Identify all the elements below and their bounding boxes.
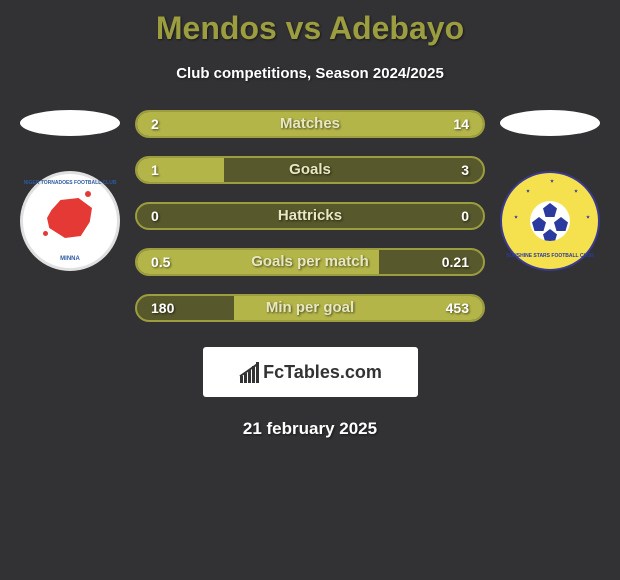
stat-label: Min per goal [137,296,483,320]
stat-left-value: 2 [151,112,159,136]
star-icon [574,189,578,193]
stat-right-value: 14 [453,112,469,136]
right-player-ellipse [500,110,600,136]
pentagon [532,217,546,231]
right-club-badge: SUNSHINE STARS FOOTBALL CLUB [500,171,600,271]
pentagon [543,203,557,217]
right-badge-text: SUNSHINE STARS FOOTBALL CLUB [502,253,598,259]
brand-box: FcTables.com [203,347,418,397]
stats-column: 2 Matches 14 1 Goals 3 0 Hattricks 0 0.5… [135,110,485,322]
stat-bar-mpg: 180 Min per goal 453 [135,294,485,322]
football-icon [530,201,570,241]
left-club-column: NIGER TORNADOES FOOTBALL CLUB MINNA [15,110,125,271]
date-text: 21 february 2025 [0,419,620,439]
pentagon [554,217,568,231]
stat-left-value: 1 [151,158,159,182]
stat-left-value: 0 [151,204,159,228]
mini-bar [244,373,247,383]
star-icon [586,215,590,219]
stat-left-value: 0.5 [151,250,170,274]
star-icon [550,179,554,183]
red-dot [85,191,91,197]
brand-text: FcTables.com [263,362,382,383]
stat-bar-matches: 2 Matches 14 [135,110,485,138]
stat-bar-goals: 1 Goals 3 [135,156,485,184]
comparison-title: Mendos vs Adebayo [0,0,620,47]
mini-bar [248,370,251,383]
right-club-column: SUNSHINE STARS FOOTBALL CLUB [495,110,605,271]
left-badge-bottom-text: MINNA [23,256,117,262]
stat-right-value: 3 [461,158,469,182]
star-icon [526,189,530,193]
stat-label: Hattricks [137,204,483,228]
stat-label: Goals per match [137,250,483,274]
stat-bar-hattricks: 0 Hattricks 0 [135,202,485,230]
subtitle: Club competitions, Season 2024/2025 [0,65,620,82]
star-icon [514,215,518,219]
pentagon [543,229,557,241]
stat-right-value: 453 [446,296,469,320]
stat-bar-gpm: 0.5 Goals per match 0.21 [135,248,485,276]
stat-right-value: 0.21 [442,250,469,274]
red-map-shape [47,198,92,238]
left-club-badge: NIGER TORNADOES FOOTBALL CLUB MINNA [20,171,120,271]
content-area: NIGER TORNADOES FOOTBALL CLUB MINNA 2 Ma… [0,110,620,322]
stat-right-value: 0 [461,204,469,228]
chart-icon [238,361,260,383]
stat-label: Matches [137,112,483,136]
stat-left-value: 180 [151,296,174,320]
left-player-ellipse [20,110,120,136]
stat-label: Goals [137,158,483,182]
left-badge-inner [35,186,105,256]
red-dot [43,231,48,236]
